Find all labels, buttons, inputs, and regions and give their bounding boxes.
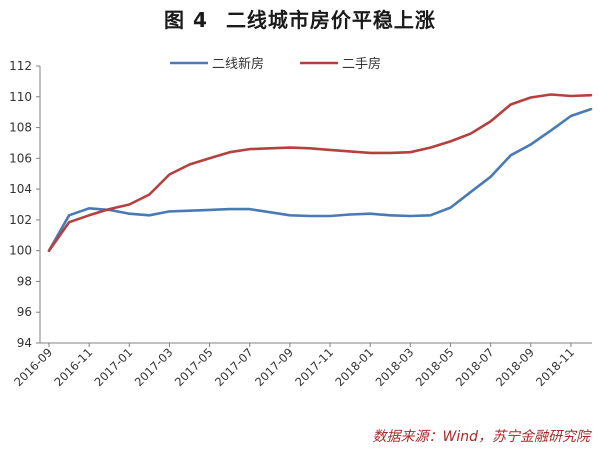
x-tick-label: 2017-05 [172, 345, 216, 389]
x-tick-label: 2017-03 [132, 345, 176, 389]
x-tick-label: 2017-09 [252, 345, 296, 389]
y-tick-label: 104 [9, 182, 32, 196]
y-tick-label: 98 [17, 274, 32, 288]
x-tick-label: 2018-07 [453, 345, 497, 389]
data-source: 数据来源：Wind，苏宁金融研究院 [372, 429, 591, 445]
y-tick-label: 94 [17, 336, 32, 350]
legend-label-2: 二手房 [342, 56, 381, 72]
x-tick-label: 2017-07 [212, 345, 256, 389]
series-line-1 [47, 107, 593, 252]
y-tick-label: 100 [9, 244, 32, 258]
y-tick-label: 112 [9, 59, 32, 73]
x-tick-label: 2018-05 [413, 345, 457, 389]
y-tick-label: 110 [9, 90, 32, 104]
x-tick-label: 2018-11 [533, 345, 577, 389]
x-tick-label: 2018-09 [493, 345, 537, 389]
x-tick-label: 2018-03 [373, 345, 417, 389]
y-tick-label: 106 [9, 151, 32, 165]
x-tick-label: 2016-09 [11, 345, 55, 389]
y-tick-label: 102 [9, 213, 32, 227]
y-tick-label: 96 [17, 305, 32, 319]
x-tick-label: 2018-01 [332, 345, 376, 389]
x-tick-label: 2017-11 [292, 345, 336, 389]
figure-title: 图 4 二线城市房价平稳上涨 [0, 4, 600, 33]
series-line-2 [47, 93, 593, 252]
figure-number: 图 4 [164, 8, 208, 32]
legend-label-1: 二线新房 [212, 56, 264, 72]
y-tick-label: 108 [9, 121, 32, 135]
figure-title-text: 二线城市房价平稳上涨 [225, 8, 436, 32]
x-tick-label: 2016-11 [51, 345, 95, 389]
x-tick-label: 2017-01 [92, 345, 136, 389]
